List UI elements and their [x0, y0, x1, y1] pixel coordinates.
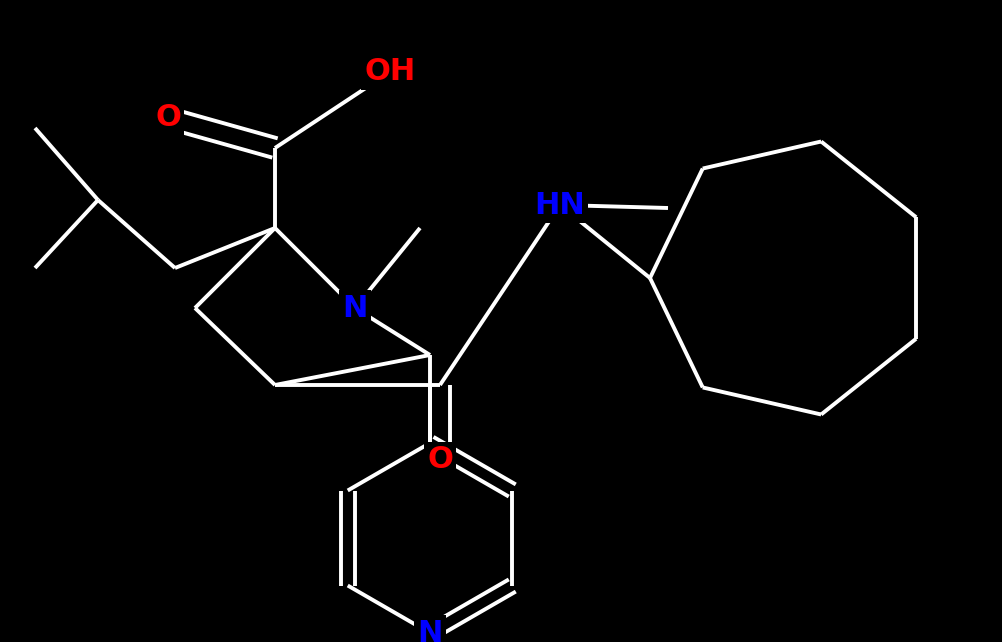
Text: N: N — [342, 293, 368, 322]
Text: N: N — [417, 618, 442, 642]
Text: HN: HN — [534, 191, 585, 220]
Text: O: O — [427, 446, 453, 474]
Text: O: O — [155, 103, 180, 132]
Text: OH: OH — [364, 58, 415, 87]
